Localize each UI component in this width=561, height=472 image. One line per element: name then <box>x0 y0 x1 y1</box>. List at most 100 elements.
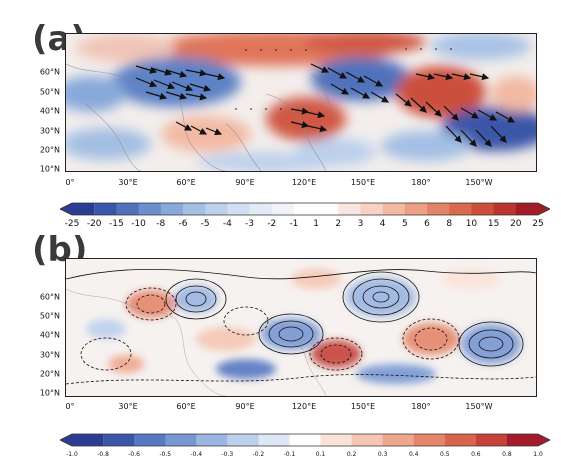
lat-label: 60°N <box>39 67 60 77</box>
colorbar-tick-label: 1.0 <box>533 451 543 458</box>
lat-label: 20°N <box>39 369 60 379</box>
lon-label: 120°E <box>291 402 317 411</box>
colorbar-segment <box>103 434 135 446</box>
colorbar-tick-label: 0.3 <box>377 451 388 458</box>
colorbar-segment <box>196 434 228 446</box>
colorbar-tick-label: -15 <box>109 219 124 229</box>
lon-label: 60°E <box>176 178 196 187</box>
lat-label: 40°N <box>39 330 60 340</box>
colorbar-segment <box>227 434 259 446</box>
colorbar-tick-label: -1.0 <box>66 451 78 458</box>
colorbar-segment <box>227 203 251 215</box>
colorbar-segment <box>205 203 228 215</box>
colorbar-segment <box>289 434 322 446</box>
colorbar-tick-label: -2 <box>267 219 277 229</box>
colorbar-segment <box>320 434 353 446</box>
colorbar-segment <box>293 203 317 215</box>
colorbar-tick-label: 0.8 <box>502 451 512 458</box>
lon-label: 150°E <box>350 178 376 187</box>
lon-label: 180° <box>411 402 431 411</box>
colorbar-tick-label: -3 <box>245 219 255 229</box>
colorbar-tick-label: -1 <box>289 219 299 229</box>
colorbar-segment <box>60 434 104 446</box>
colorbar-segment <box>138 203 162 215</box>
colorbar-segment <box>160 203 184 215</box>
colorbar-outline <box>60 202 550 216</box>
colorbar-segment <box>515 203 550 215</box>
lon-label: 90°E <box>235 178 255 187</box>
lon-label: 180° <box>411 178 431 187</box>
colorbar-b <box>60 433 550 447</box>
colorbar-segment <box>94 203 117 215</box>
colorbar-segment <box>360 203 384 215</box>
lon-label: 0° <box>65 178 75 187</box>
panel-b-field <box>66 259 536 396</box>
colorbar-tick-label: 8 <box>446 219 453 229</box>
colorbar-segment <box>413 434 446 446</box>
lon-label: 30°E <box>118 402 138 411</box>
panel-b-map <box>65 258 537 397</box>
colorbar-a <box>60 202 550 216</box>
lon-label: 150°E <box>350 402 376 411</box>
colorbar-segment <box>382 203 406 215</box>
colorbar-segment <box>444 434 477 446</box>
colorbar-tick-label: -0.1 <box>283 451 296 458</box>
lat-label: 20°N <box>39 145 60 155</box>
colorbar-segment <box>258 434 290 446</box>
lon-label: 60°E <box>176 402 196 411</box>
colorbar-tick-label: -0.8 <box>97 451 109 458</box>
colorbar-outline <box>60 433 550 447</box>
colorbar-tick-label: 2 <box>335 219 342 229</box>
colorbar-segment <box>249 203 273 215</box>
colorbar-segment <box>471 203 495 215</box>
colorbar-tick-label: 0.6 <box>471 451 481 458</box>
lat-label: 10°N <box>39 164 60 174</box>
colorbar-tick-label: -25 <box>64 219 80 229</box>
colorbar-tick-label: 10 <box>465 219 478 229</box>
lat-label: 60°N <box>39 292 60 302</box>
colorbar-tick-label: 20 <box>510 219 522 229</box>
colorbar-segment <box>165 434 197 446</box>
colorbar-segment <box>134 434 166 446</box>
colorbar-tick-label: -0.6 <box>128 451 140 458</box>
colorbar-segment <box>449 203 472 215</box>
lon-label: 0° <box>65 402 75 411</box>
colorbar-tick-label: -10 <box>131 219 146 229</box>
colorbar-segment <box>60 203 95 215</box>
colorbar-tick-label: 0.1 <box>315 451 326 458</box>
colorbar-tick-label: 0.4 <box>408 451 419 458</box>
colorbar-tick-label: 25 <box>532 219 544 229</box>
colorbar-tick-label: -0.3 <box>221 451 234 458</box>
colorbar-tick-label: -0.5 <box>159 451 172 458</box>
colorbar-tick-label: 15 <box>487 219 500 229</box>
colorbar-segment <box>475 434 508 446</box>
colorbar-tick-label: 1 <box>313 219 319 229</box>
colorbar-tick-label: 5 <box>401 219 408 229</box>
lon-label: 150°W <box>465 402 493 411</box>
colorbar-tick-label: -5 <box>200 219 210 229</box>
colorbar-segment <box>404 203 428 215</box>
lat-label: 50°N <box>39 311 60 321</box>
colorbar-segment <box>351 434 384 446</box>
colorbar-tick-label: 6 <box>424 219 430 229</box>
colorbar-tick-label: -0.4 <box>190 451 203 458</box>
colorbar-tick-label: -0.2 <box>252 451 265 458</box>
lat-label: 30°N <box>39 350 60 360</box>
colorbar-segment <box>271 203 295 215</box>
lon-label: 30°E <box>118 178 138 187</box>
colorbar-tick-label: -4 <box>222 219 232 229</box>
colorbar-segment <box>382 434 415 446</box>
colorbar-segment <box>116 203 140 215</box>
colorbar-segment <box>316 203 339 215</box>
colorbar-segment <box>506 434 550 446</box>
lat-label: 30°N <box>39 126 60 136</box>
lat-label: 50°N <box>39 87 60 97</box>
colorbar-segment <box>427 203 450 215</box>
colorbar-tick-label: -6 <box>178 219 188 229</box>
colorbar-segment <box>338 203 361 215</box>
colorbar-tick-label: 0.5 <box>440 451 450 458</box>
lat-label: 10°N <box>39 388 60 398</box>
panel-a-map <box>65 33 537 172</box>
lon-label: 150°W <box>465 178 493 187</box>
lat-label: 40°N <box>39 106 60 116</box>
